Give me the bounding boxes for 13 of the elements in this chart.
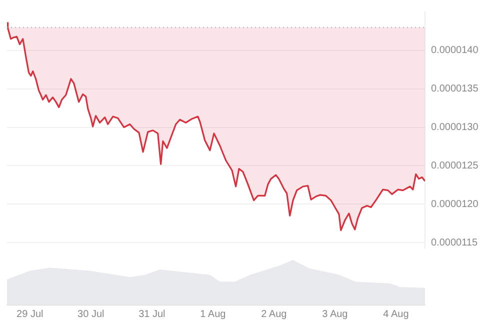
x-tick-label: 4 Aug [383, 308, 409, 320]
y-tick-label: 0.0000125 [431, 160, 479, 172]
y-tick-label: 0.0000135 [431, 84, 479, 95]
x-tick-label: 30 Jul [78, 308, 104, 320]
y-tick-label: 0.0000140 [431, 45, 479, 56]
x-tick-label: 2 Aug [261, 308, 287, 320]
y-tick-label: 0.0000130 [431, 122, 479, 134]
x-tick-label: 1 Aug [200, 308, 226, 320]
x-tick-label: 29 Jul [16, 308, 44, 320]
x-tick-label: 3 Aug [322, 308, 348, 320]
y-tick-label: 0.0000115 [431, 237, 478, 248]
y-tick-label: 0.0000120 [431, 198, 479, 210]
x-tick-label: 31 Jul [138, 308, 166, 320]
